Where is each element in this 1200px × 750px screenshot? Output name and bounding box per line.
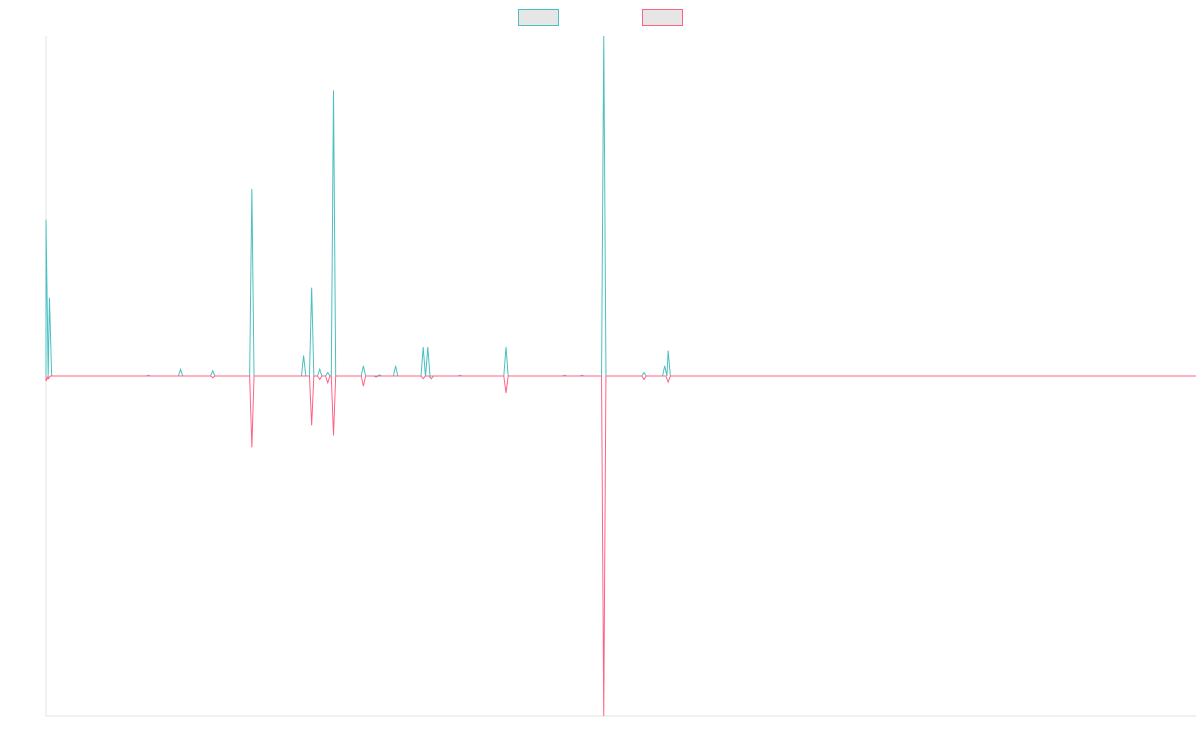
legend-swatch-series-2[interactable] bbox=[642, 9, 683, 26]
series-2-line bbox=[45, 375, 1196, 717]
legend-swatch-series-1[interactable] bbox=[518, 9, 559, 26]
series-1-line bbox=[45, 35, 1196, 377]
series-1 bbox=[45, 35, 1196, 377]
series-2 bbox=[45, 375, 1196, 717]
legend[interactable] bbox=[518, 9, 683, 26]
plot-area bbox=[45, 35, 1196, 717]
